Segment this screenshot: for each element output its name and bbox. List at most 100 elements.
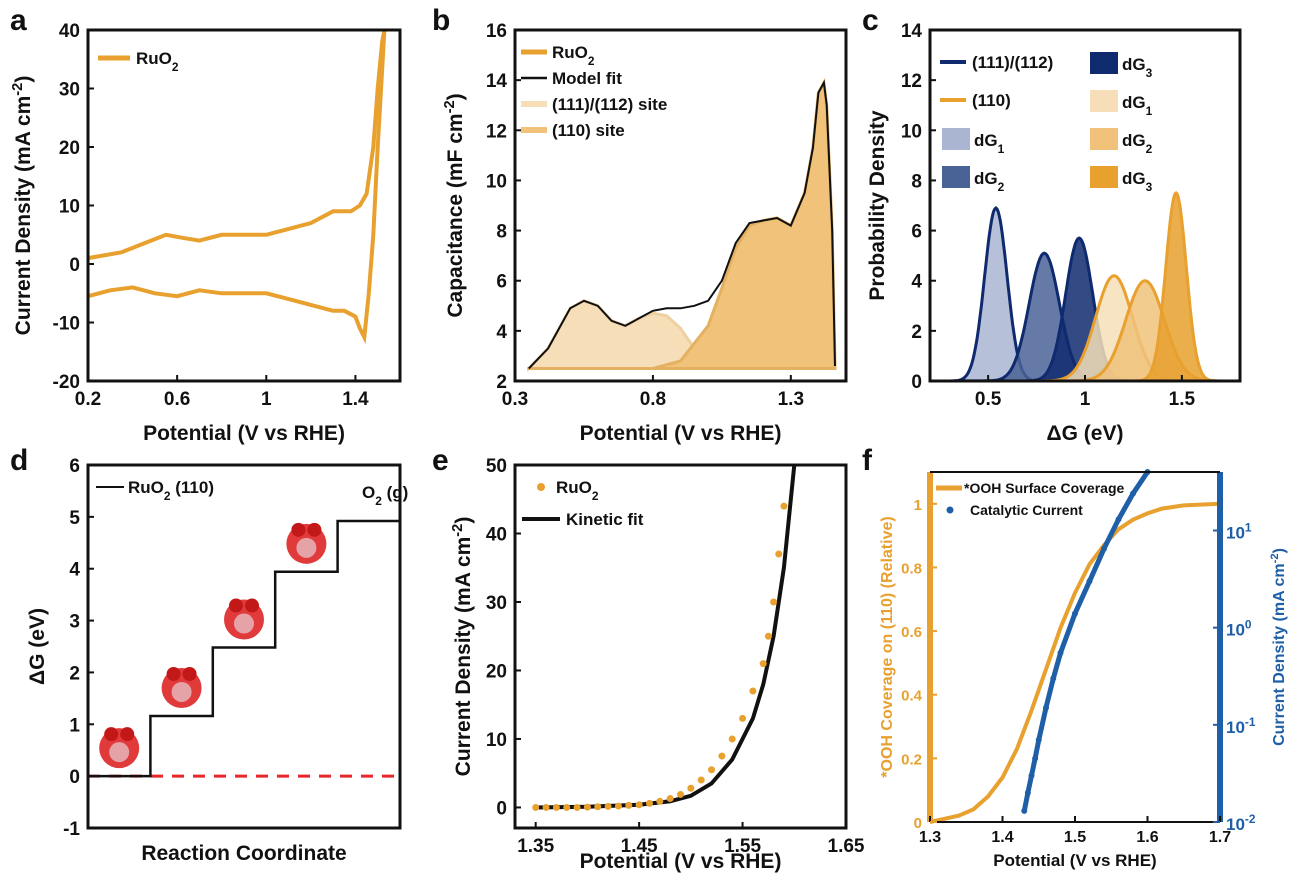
right-tick-label: 10-2	[1226, 812, 1256, 834]
legend-label-1: Model fit	[552, 69, 622, 88]
legend-label-kinetic-fit-text: Kinetic fit	[566, 510, 644, 529]
data-point-catalytic-current	[1035, 736, 1042, 743]
panel-letter-c: c	[862, 4, 879, 37]
legend-label-ruo2: RuO2	[556, 478, 599, 503]
legend-label-4-text: dG	[1122, 55, 1146, 74]
data-point-ruo2	[728, 735, 736, 743]
data-point-catalytic-current	[1101, 545, 1107, 552]
y-tick-label: 3	[69, 612, 80, 633]
y-axis-label: *OOH Coverage on (110) (Relative)	[879, 516, 896, 777]
data-point-ruo2	[749, 687, 757, 695]
x-tick-label: 0.6	[164, 389, 190, 410]
x-tick-label: 0.8	[640, 389, 666, 410]
y-tick-label: 0	[496, 798, 507, 819]
y-axis-label: ΔG (eV)	[26, 608, 49, 685]
data-point-catalytic-current	[1028, 772, 1035, 779]
panel-f: 1.3 1.4 1.5 1.6 1.700.20.40.60.8110-210-1100…	[879, 469, 1288, 870]
data-point-ruo2	[697, 776, 705, 784]
molecule-icon	[99, 727, 140, 769]
legend-swatch-box-2	[942, 128, 970, 150]
y-tick-label: 8	[496, 222, 507, 243]
y-axis-label-close: )	[12, 76, 35, 83]
y-tick-label: 0	[69, 255, 80, 276]
molecule-icon	[286, 522, 327, 564]
y-axis-label: Current Density (mA cm-2)	[10, 76, 35, 336]
y-tick-label: 0	[914, 815, 922, 832]
right-axis-label-close: )	[1271, 548, 1288, 553]
y-axis-label-text: Current Density (mA cm	[452, 537, 475, 777]
legend-label-ruo2-subscript: 2	[172, 60, 179, 74]
right-tick-base: 10	[1226, 815, 1245, 834]
legend-label-5: dG1	[1122, 93, 1153, 118]
molecule-icon-atom	[166, 666, 181, 681]
molecule-icon-atom	[182, 666, 197, 681]
data-point-ruo2	[563, 803, 571, 811]
legend-label-6-text: dG	[1122, 131, 1146, 150]
legend-label-0-subscript: 2	[588, 54, 595, 68]
molecule-icon	[161, 666, 202, 708]
y-tick-label: 2	[69, 663, 80, 684]
right-tick-label: 10-1	[1226, 715, 1256, 737]
annotation-o2-text: O	[362, 483, 375, 502]
data-point-catalytic-current	[1130, 490, 1136, 497]
y-tick-label: 6	[911, 222, 922, 243]
y-tick-label: 50	[486, 456, 507, 477]
data-point-ruo2	[775, 550, 783, 558]
legend-label-2: dG1	[974, 131, 1005, 156]
legend-label-3-text: (110) site	[552, 121, 625, 140]
molecule-icon-atom	[245, 598, 259, 613]
legend-label-3-text: dG	[974, 169, 998, 188]
molecule-icon-atom	[229, 598, 243, 613]
x-tick-label: 1.35	[517, 836, 554, 857]
y-tick-label: 4	[496, 322, 507, 343]
data-point-ruo2	[614, 802, 622, 810]
legend-label-ruo2-110-subscript: 2	[164, 489, 171, 503]
legend-label-ruo2-110: RuO2 (110)	[128, 478, 214, 503]
right-tick-exponent: -1	[1245, 715, 1256, 729]
y-tick-label: 10	[901, 121, 922, 142]
legend-label-ruo2-110-suffix: (110)	[171, 478, 214, 497]
data-point-ruo2	[573, 803, 581, 811]
series-line-model-fit	[528, 79, 836, 370]
data-point-ruo2	[542, 803, 550, 811]
y-axis-label-superscript: -2	[450, 524, 466, 537]
plot-frame	[86, 28, 402, 383]
data-point-ruo2	[604, 802, 612, 810]
x-tick-label: 0.3	[502, 389, 528, 410]
legend-label-6-subscript: 2	[1146, 142, 1153, 156]
data-point-ruo2	[687, 784, 695, 792]
y-tick-label: 0.6	[901, 624, 922, 641]
series-line-ooh-coverage	[929, 501, 1221, 824]
legend-label-ruo2-text: RuO	[136, 49, 172, 68]
y-axis-label-superscript: -2	[10, 83, 26, 96]
data-point-catalytic-current	[1021, 807, 1028, 814]
data-point-ruo2	[625, 801, 633, 809]
data-point-ruo2	[739, 714, 747, 722]
legend-label-110-text: (110)	[972, 91, 1011, 110]
x-tick-label: 1.7	[1209, 829, 1231, 846]
molecule-icon-atom	[104, 727, 119, 742]
x-tick-label: 1.65	[828, 836, 865, 857]
annotation-o2-gas: O2 (g)	[362, 483, 408, 508]
series-line-ruo2-1	[87, 29, 387, 345]
y-tick-label: 16	[486, 21, 507, 42]
right-tick-label: 101	[1226, 521, 1252, 543]
legend-label-0-text: RuO	[552, 43, 588, 62]
panel-letter-e: e	[432, 444, 449, 477]
x-tick-label: 1.5	[1169, 389, 1196, 410]
x-tick-label: 1.3	[919, 829, 941, 846]
y-tick-label: 20	[59, 138, 80, 159]
right-tick-base: 10	[1226, 524, 1245, 543]
annotation-o2-suffix: (g)	[382, 483, 408, 502]
legend-label-0: RuO2	[552, 43, 595, 68]
data-point-catalytic-current	[1032, 755, 1039, 762]
y-tick-label: 4	[911, 272, 922, 293]
right-tick-exponent: 1	[1245, 521, 1252, 535]
x-axis-label: ΔG (eV)	[1047, 422, 1124, 445]
legend-swatch-box-6	[1090, 128, 1118, 150]
panel-letter-b: b	[432, 4, 450, 37]
y-tick-label: 14	[901, 21, 923, 42]
data-point-ruo2	[780, 502, 788, 510]
legend-label-111-112: (111)/(112)	[972, 53, 1053, 72]
free-energy-steps	[88, 519, 400, 778]
